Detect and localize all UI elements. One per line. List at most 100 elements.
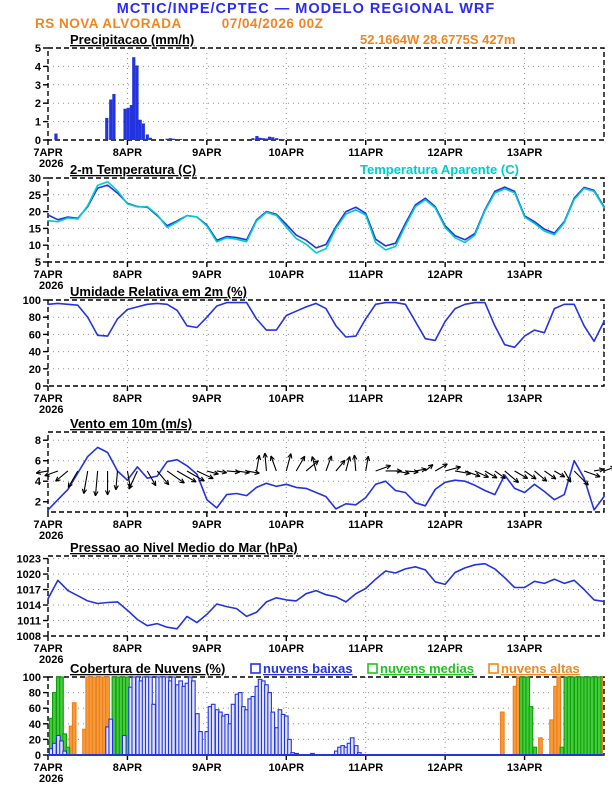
temperature-2m-xtick-label: 10APR (269, 269, 305, 281)
relative-humidity-2m-series-umidade-relativa-em-2m- (47, 301, 605, 349)
relative-humidity-2m-xtick-label: 8APR (113, 393, 142, 405)
temperature-2m-title: 2-m Temperatura (C) (70, 162, 196, 177)
precipitation-xtick-label: 7APR (33, 147, 62, 159)
relative-humidity-2m-frame (47, 299, 605, 387)
sea-level-pressure-year-label: 2026 (39, 654, 63, 666)
precipitation-ytick-label: 1 (35, 117, 41, 129)
sea-level-pressure-xtick-label: 12APR (427, 643, 463, 655)
cloud-cover-y-axis: 0 20 40 60 80 100 (23, 672, 604, 762)
cloud-cover-xtick-label: 9APR (192, 762, 221, 774)
sea-level-pressure-xtick-label: 10APR (269, 643, 305, 655)
temperature-2m-series-temperatura-aparente-c- (47, 180, 605, 254)
sea-level-pressure-y-axis: 1008 1011 1014 1017 1020 1023 (17, 554, 604, 643)
cloud-cover-ytick-label: 60 (29, 703, 41, 715)
relative-humidity-2m-ytick-label: 20 (29, 364, 41, 376)
relative-humidity-2m-ytick-label: 40 (29, 347, 41, 359)
precipitation-ytick-label: 5 (35, 43, 41, 55)
wind-10m-series-velocidade-do-vento-10m (47, 446, 605, 511)
sea-level-pressure-xtick-label: 8APR (113, 643, 142, 655)
wind-10m-xtick-label: 12APR (427, 519, 463, 531)
relative-humidity-2m-year-label: 2026 (39, 404, 63, 416)
temperature-2m-series-2-m-temperatura-c- (47, 184, 605, 249)
temperature-2m-xtick-label: 13APR (507, 269, 543, 281)
temperature-2m-ytick-label: 30 (29, 173, 41, 185)
sea-level-pressure-title: Pressao ao Nivel Medio do Mar (hPa) (70, 540, 298, 555)
sea-level-pressure-ytick-label: 1017 (17, 585, 41, 597)
temperature-2m-ytick-label: 20 (29, 207, 41, 219)
relative-humidity-2m-xtick-label: 11APR (348, 393, 383, 405)
sea-level-pressure-frame (47, 555, 605, 637)
precipitation-ytick-label: 3 (35, 80, 41, 92)
precipitation-xtick-label: 9APR (192, 147, 221, 159)
precipitation-xtick-label: 10APR (269, 147, 305, 159)
legend-label-nuvens-medias: nuvens medias (380, 661, 474, 676)
relative-humidity-2m-xtick-label: 10APR (269, 393, 305, 405)
relative-humidity-2m-y-axis: 0 20 40 60 80 100 (23, 295, 604, 393)
relative-humidity-2m-xtick-label: 9APR (192, 393, 221, 405)
precipitation-xtick-label: 11APR (348, 147, 383, 159)
relative-humidity-2m-ytick-label: 60 (29, 329, 41, 341)
precipitation-year-label: 2026 (39, 158, 63, 170)
wind-10m-title: Vento em 10m (m/s) (70, 416, 192, 431)
precipitation-ytick-label: 2 (35, 98, 41, 110)
relative-humidity-2m-title: Umidade Relativa em 2m (%) (70, 284, 247, 299)
wind-10m-xtick-label: 8APR (113, 519, 142, 531)
cloud-cover-xtick-label: 10APR (269, 762, 305, 774)
precipitation-bars (54, 57, 285, 141)
sea-level-pressure-series-pressao-ao-nivel-medio-do-mar (47, 562, 605, 630)
relative-humidity-2m-xtick-label: 12APR (427, 393, 463, 405)
wind-10m-ytick-label: 8 (35, 435, 41, 447)
wind-10m-ytick-label: 4 (35, 476, 42, 488)
precipitation-ytick-label: 4 (35, 61, 42, 73)
panel-sea-level-pressure: Pressao ao Nivel Medio do Mar (hPa) 1008 1… (17, 540, 605, 666)
station-name: RS NOVA ALVORADA (35, 16, 182, 31)
sea-level-pressure-ytick-label: 1011 (17, 616, 41, 628)
temperature-2m-ytick-label: 5 (35, 257, 41, 269)
temperature-2m-y-axis: 5 10 15 20 25 30 (29, 173, 604, 269)
temperature-2m-xtick-label: 8APR (113, 269, 142, 281)
wind-10m-xtick-label: 7APR (33, 519, 62, 531)
legend-swatch-nuvens-altas (488, 663, 499, 674)
cloud-cover-ytick-label: 40 (29, 719, 41, 731)
precipitation-ytick-label: 0 (35, 135, 41, 147)
cloud-cover-xtick-label: 8APR (113, 762, 142, 774)
cloud-cover-year-label: 2026 (39, 773, 63, 785)
cloud-cover-xtick-label: 11APR (348, 762, 383, 774)
relative-humidity-2m-ytick-label: 0 (35, 381, 41, 393)
sea-level-pressure-ytick-label: 1008 (17, 631, 41, 643)
temperature-2m-xtick-label: 11APR (348, 269, 383, 281)
wind-10m-year-label: 2026 (39, 530, 63, 542)
cloud-cover-ytick-label: 0 (35, 750, 41, 762)
sea-level-pressure-xtick-label: 7APR (33, 643, 62, 655)
cloud-cover-title: Cobertura de Nuvens (%) (70, 661, 225, 676)
precipitation-xtick-label: 13APR (507, 147, 543, 159)
legend-swatch-nuvens-baixas (250, 663, 261, 674)
temperature-2m-xtick-label: 7APR (33, 269, 62, 281)
relative-humidity-2m-ytick-label: 80 (29, 312, 41, 324)
main-title: MCTIC/INPE/CPTEC — MODELO REGIONAL WRF (116, 1, 496, 17)
cloud-cover-xtick-label: 12APR (427, 762, 463, 774)
panel-temperature-2m: 2-m Temperatura (C) Temperatura Aparente … (29, 162, 605, 292)
legend-swatch-nuvens-medias (367, 663, 378, 674)
wind-10m-xtick-label: 11APR (348, 519, 383, 531)
wind-direction-arrows (35, 452, 612, 497)
temperature-2m-ytick-label: 10 (29, 240, 41, 252)
precipitation-xtick-label: 8APR (113, 147, 142, 159)
cloud-cover-xtick-label: 7APR (33, 762, 62, 774)
cloud-cover-ytick-label: 100 (23, 672, 41, 684)
temperature-2m-xtick-label: 12APR (427, 269, 463, 281)
precipitation-y-axis: 0 1 2 3 4 5 (35, 43, 604, 147)
precipitation-frame (47, 47, 605, 141)
subtitle-row: RS NOVA ALVORADA 07/04/2026 00Z (35, 16, 323, 31)
wind-10m-xtick-label: 9APR (192, 519, 221, 531)
temperature-2m-right-label: Temperatura Aparente (C) (360, 162, 519, 177)
precipitation-title: Precipitacao (mm/h) (70, 32, 194, 47)
